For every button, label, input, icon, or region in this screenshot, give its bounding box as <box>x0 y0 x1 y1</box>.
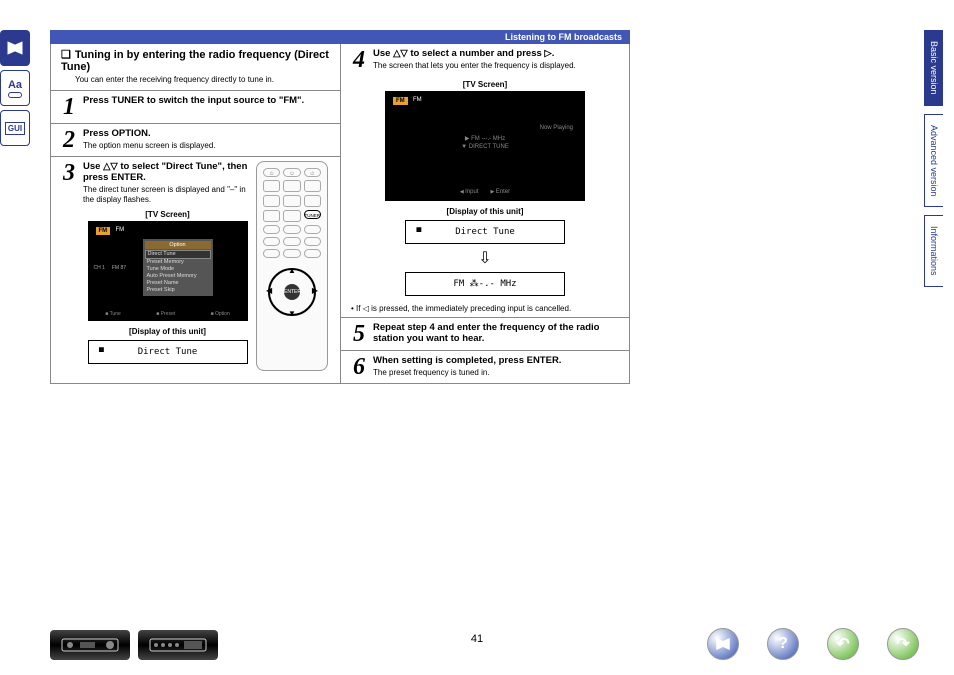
dpad: ENTER ▲ ▼ ◀ ▶ <box>268 268 316 316</box>
page-header: Listening to FM broadcasts <box>50 30 630 44</box>
step-number: 2 <box>59 128 79 152</box>
receiver-front-icon[interactable] <box>50 630 130 660</box>
display-unit-label: [Display of this unit] <box>83 327 252 336</box>
down-arrow-icon: ⇩ <box>341 248 629 268</box>
display-box-2: ▗▖Direct Tune <box>405 220 565 244</box>
nav-buttons: ? ↶ ↷ <box>707 628 919 660</box>
remote-diagram: ⏻⏻⏻ TUNER ENTER ▲ <box>256 161 328 371</box>
left-tab-nav: Aa GUI <box>0 30 30 150</box>
tab-advanced-version[interactable]: Advanced version <box>924 114 943 208</box>
step-title: Use △▽ to select a number and press ▷. <box>373 48 621 59</box>
tv-screen-2: FM FM Now Playing ▶ FM ---.- MHz▼ DIRECT… <box>385 91 585 201</box>
tab-glossary-icon[interactable]: Aa <box>0 70 30 106</box>
tab-basic-version[interactable]: Basic version <box>924 30 943 106</box>
tab-informations[interactable]: Informations <box>924 215 943 287</box>
tab-gui-icon[interactable]: GUI <box>0 110 30 146</box>
display-box-1: ▗▖Direct Tune <box>88 340 248 364</box>
step-title: Repeat step 4 and enter the frequency of… <box>373 322 621 344</box>
help-icon[interactable]: ? <box>767 628 799 660</box>
tv-screen-label: [TV Screen] <box>83 210 252 219</box>
left-column: ❏Tuning in by entering the radio frequen… <box>50 44 340 384</box>
step-title: Use △▽ to select "Direct Tune", then pre… <box>83 161 252 183</box>
step-number: 1 <box>59 95 79 119</box>
step-desc: The direct tuner screen is displayed and… <box>83 185 252 206</box>
note-text: • If ◁ is pressed, the immediately prece… <box>341 300 629 317</box>
receiver-rear-icon[interactable] <box>138 630 218 660</box>
tv-screen-label: [TV Screen] <box>341 80 629 89</box>
page-content: Listening to FM broadcasts ❏Tuning in by… <box>50 30 630 384</box>
step-title: When setting is completed, press ENTER. <box>373 355 621 366</box>
prev-page-icon[interactable]: ↶ <box>827 628 859 660</box>
book-nav-icon[interactable] <box>707 628 739 660</box>
step-number: 4 <box>349 48 369 72</box>
step-number: 6 <box>349 355 369 379</box>
step-desc: The option menu screen is displayed. <box>83 141 332 151</box>
right-column: 4 Use △▽ to select a number and press ▷.… <box>340 44 630 384</box>
step-number: 3 <box>59 161 79 368</box>
step-desc: The screen that lets you enter the frequ… <box>373 61 621 71</box>
device-icons <box>50 630 218 660</box>
section-title: ❏Tuning in by entering the radio frequen… <box>51 44 340 75</box>
section-subtitle: You can enter the receiving frequency di… <box>51 75 340 90</box>
tab-book-icon[interactable] <box>0 30 30 66</box>
right-tab-nav: Basic version Advanced version Informati… <box>924 30 954 295</box>
step-number: 5 <box>349 322 369 346</box>
step-desc: The preset frequency is tuned in. <box>373 368 621 378</box>
display-unit-label: [Display of this unit] <box>341 207 629 216</box>
step-title: Press TUNER to switch the input source t… <box>83 95 332 106</box>
option-menu: Option Direct Tune Preset Memory Tune Mo… <box>143 239 213 296</box>
next-page-icon[interactable]: ↷ <box>887 628 919 660</box>
step-title: Press OPTION. <box>83 128 332 139</box>
display-box-3: FM ⁂-.- MHz <box>405 272 565 296</box>
tv-screen-1: FM FM CH 1 FM 87 Option Direct Tune Pres… <box>88 221 248 321</box>
